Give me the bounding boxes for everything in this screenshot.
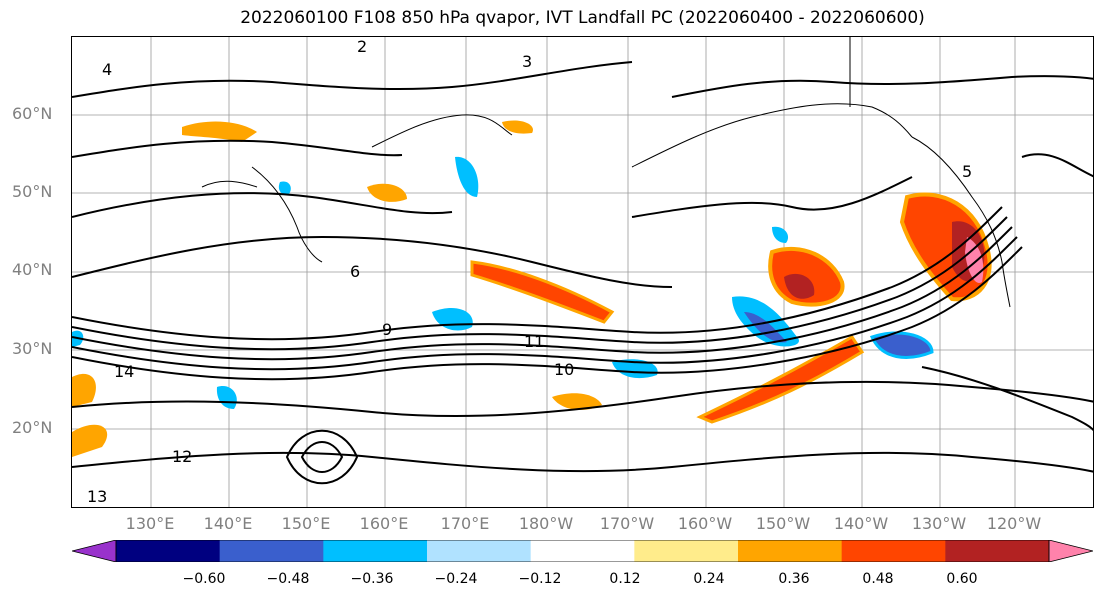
contour-label: 6	[350, 262, 360, 281]
negative-anomaly-mid	[432, 307, 473, 331]
negative-anomaly-north	[455, 156, 479, 197]
map-title: 2022060100 F108 850 hPa qvapor, IVT Land…	[240, 8, 925, 28]
lat-label: 30°N	[12, 339, 53, 358]
contour-label: 9	[382, 320, 392, 339]
lon-label: 180°W	[518, 514, 574, 533]
contour-label: 2	[357, 37, 367, 56]
lon-label: 120°W	[986, 514, 1042, 533]
colorbar-tick-label: −0.36	[350, 571, 394, 587]
lon-label: 150°E	[281, 514, 331, 533]
lon-label: 170°W	[599, 514, 655, 533]
peak-positive-anomaly	[965, 237, 984, 283]
positive-anomaly-central	[768, 246, 845, 307]
negative-anomaly-southeast	[869, 331, 934, 359]
positive-anomaly-patch	[367, 183, 407, 202]
colorbar-extend-low	[72, 540, 117, 562]
colorbar-segment	[841, 540, 946, 562]
positive-anomaly-north	[182, 121, 257, 142]
colorbar-tick-label: 0.60	[946, 571, 978, 587]
colorbar-segment	[427, 540, 532, 562]
colorbar-segment	[323, 540, 428, 562]
contour-label: 12	[172, 447, 192, 466]
colorbar-segment	[116, 540, 221, 562]
colorbar-border	[115, 540, 1050, 562]
contour-label: 13	[87, 487, 107, 506]
positive-anomaly-patch-2	[552, 393, 602, 410]
negative-anomaly-west	[216, 386, 237, 409]
colorbar-segment	[219, 540, 324, 562]
colorbar-tick-label: −0.12	[518, 571, 562, 587]
lat-label: 40°N	[12, 260, 53, 279]
negative-anomaly-small	[278, 181, 291, 195]
negative-anomaly-patch	[772, 226, 789, 243]
lat-label: 60°N	[12, 104, 53, 123]
colorbar-segment	[634, 540, 739, 562]
lon-label: 150°W	[755, 514, 811, 533]
lon-label: 130°W	[911, 514, 967, 533]
map-plot: 2 3 4 5 6 9 10 11 12 13 14	[72, 37, 1093, 507]
contour-label: 5	[962, 162, 972, 181]
colorbar-tick-label: 0.24	[693, 571, 725, 587]
colorbar-segment	[530, 540, 635, 562]
colorbar-tick-label: 0.36	[778, 571, 810, 587]
positive-anomaly-patch-3	[502, 120, 533, 134]
strong-negative-anomaly-east	[744, 312, 787, 343]
lon-label: 160°E	[359, 514, 409, 533]
lon-label: 160°W	[677, 514, 733, 533]
colorbar-tick-label: 0.48	[862, 571, 894, 587]
map-panel: 2 3 4 5 6 9 10 11 12 13 14	[71, 36, 1094, 508]
lat-label: 20°N	[12, 418, 53, 437]
contour-label: 14	[114, 362, 134, 381]
positive-anomaly-west-2	[72, 424, 108, 457]
colorbar-tick-label: −0.48	[266, 571, 310, 587]
contour-label: 11	[524, 332, 544, 351]
positive-anomaly-west	[72, 373, 96, 407]
coastlines	[201, 37, 1011, 308]
lon-label: 170°E	[440, 514, 490, 533]
lon-label: 140°W	[833, 514, 889, 533]
shaded-anomalies	[72, 120, 992, 457]
lat-label: 50°N	[12, 182, 53, 201]
lon-label: 130°E	[125, 514, 175, 533]
colorbar-segment	[738, 540, 843, 562]
contour-label: 10	[554, 360, 574, 379]
colorbar-tick-label: −0.60	[182, 571, 226, 587]
colorbar-segment	[945, 540, 1050, 562]
strong-positive-anomaly-central	[784, 273, 815, 299]
colorbar-tick-label: 0.12	[609, 571, 641, 587]
contour-label: 3	[522, 52, 532, 71]
contour-label-group: 2 3 4 5 6 9 10 11 12 13 14	[87, 37, 972, 506]
contour-label: 4	[102, 60, 112, 79]
lon-label: 140°E	[203, 514, 253, 533]
positive-anomaly-mid-pacific	[470, 260, 615, 324]
colorbar-extend-high	[1048, 540, 1093, 562]
contour-lines	[72, 61, 1093, 485]
colorbar-tick-label: −0.24	[434, 571, 478, 587]
colorbar	[72, 540, 1093, 562]
